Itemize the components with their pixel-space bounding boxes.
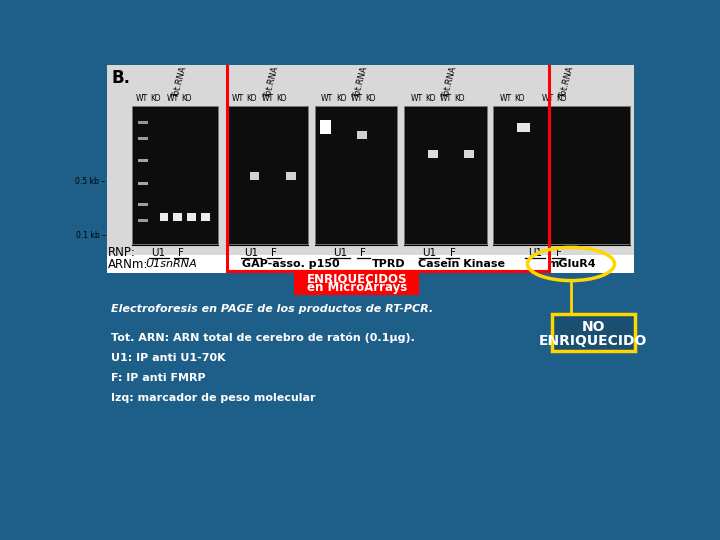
Text: KO: KO xyxy=(455,94,465,103)
FancyBboxPatch shape xyxy=(107,255,634,273)
FancyBboxPatch shape xyxy=(138,219,148,222)
FancyBboxPatch shape xyxy=(174,213,182,221)
Text: F: F xyxy=(361,248,366,258)
FancyBboxPatch shape xyxy=(552,314,634,351)
Text: 0.1 kb –: 0.1 kb – xyxy=(76,231,106,240)
Text: F: F xyxy=(450,248,456,258)
Text: KO: KO xyxy=(514,94,525,103)
Text: KO: KO xyxy=(150,94,161,103)
Text: KO: KO xyxy=(425,94,436,103)
FancyBboxPatch shape xyxy=(357,131,367,139)
Text: mGluR4: mGluR4 xyxy=(546,259,595,269)
Text: KO: KO xyxy=(336,94,346,103)
Text: WT: WT xyxy=(410,94,423,103)
Text: RNP:: RNP: xyxy=(108,246,136,259)
Text: U1: U1 xyxy=(422,248,436,258)
Text: Tot.RNA: Tot.RNA xyxy=(263,66,280,99)
Text: GAP-asso. p150: GAP-asso. p150 xyxy=(242,259,340,269)
Text: WT: WT xyxy=(166,94,179,103)
FancyBboxPatch shape xyxy=(320,120,331,134)
Text: Electroforesis en PAGE de los productos de RT-PCR.: Electroforesis en PAGE de los productos … xyxy=(111,304,433,314)
Text: Tot.RNA: Tot.RNA xyxy=(441,66,459,99)
Text: 0.5 kb –: 0.5 kb – xyxy=(76,177,106,186)
FancyBboxPatch shape xyxy=(160,213,168,221)
Text: U1: U1 xyxy=(243,248,258,258)
FancyBboxPatch shape xyxy=(187,213,196,221)
Text: F: F xyxy=(556,248,562,258)
Text: U1: U1 xyxy=(528,248,542,258)
Text: B.: B. xyxy=(111,69,130,87)
Text: KO: KO xyxy=(366,94,376,103)
FancyBboxPatch shape xyxy=(404,106,487,244)
Text: WT: WT xyxy=(500,94,512,103)
Text: Casein Kinase: Casein Kinase xyxy=(418,259,505,269)
FancyBboxPatch shape xyxy=(138,183,148,185)
Text: F: IP anti FMRP: F: IP anti FMRP xyxy=(111,373,206,383)
Text: ENRIQUECIDOS: ENRIQUECIDOS xyxy=(307,272,407,286)
FancyBboxPatch shape xyxy=(464,150,474,158)
Text: Tot.RNA: Tot.RNA xyxy=(559,66,576,99)
Text: F: F xyxy=(271,248,277,258)
Text: F: F xyxy=(178,248,184,258)
FancyBboxPatch shape xyxy=(315,106,397,244)
FancyBboxPatch shape xyxy=(428,150,438,158)
Text: TPRD: TPRD xyxy=(372,259,405,269)
FancyBboxPatch shape xyxy=(138,120,148,124)
FancyBboxPatch shape xyxy=(518,123,530,132)
Text: NO: NO xyxy=(582,320,605,334)
Text: WT: WT xyxy=(440,94,452,103)
Text: WT: WT xyxy=(351,94,363,103)
FancyBboxPatch shape xyxy=(295,271,418,294)
Text: WT: WT xyxy=(321,94,333,103)
Text: Tot.RNA: Tot.RNA xyxy=(352,66,369,99)
Text: WT: WT xyxy=(261,94,274,103)
FancyBboxPatch shape xyxy=(132,106,218,244)
FancyBboxPatch shape xyxy=(107,65,634,266)
FancyBboxPatch shape xyxy=(286,172,296,180)
Text: Tot.RNA: Tot.RNA xyxy=(171,66,188,99)
Text: Izq: marcador de peso molecular: Izq: marcador de peso molecular xyxy=(111,393,315,403)
FancyBboxPatch shape xyxy=(493,106,630,244)
Text: U1: IP anti U1-70K: U1: IP anti U1-70K xyxy=(111,353,226,363)
Text: U1snRNA: U1snRNA xyxy=(145,259,197,269)
Text: KO: KO xyxy=(181,94,192,103)
FancyBboxPatch shape xyxy=(138,137,148,140)
FancyBboxPatch shape xyxy=(201,213,210,221)
Text: U1: U1 xyxy=(333,248,347,258)
FancyBboxPatch shape xyxy=(225,106,308,244)
FancyBboxPatch shape xyxy=(138,203,148,206)
Text: WT: WT xyxy=(541,94,554,103)
Text: en MicroArrays: en MicroArrays xyxy=(307,281,407,294)
FancyBboxPatch shape xyxy=(250,172,259,180)
Text: WT: WT xyxy=(136,94,148,103)
Text: KO: KO xyxy=(557,94,567,103)
Text: KO: KO xyxy=(246,94,257,103)
Text: WT: WT xyxy=(232,94,244,103)
Text: Tot. ARN: ARN total de cerebro de ratón (0.1μg).: Tot. ARN: ARN total de cerebro de ratón … xyxy=(111,333,415,343)
FancyBboxPatch shape xyxy=(138,159,148,162)
Text: ENRIQUECIDO: ENRIQUECIDO xyxy=(539,334,647,348)
Text: U1: U1 xyxy=(152,248,166,258)
Text: ARNm:: ARNm: xyxy=(108,258,148,271)
Text: KO: KO xyxy=(276,94,287,103)
